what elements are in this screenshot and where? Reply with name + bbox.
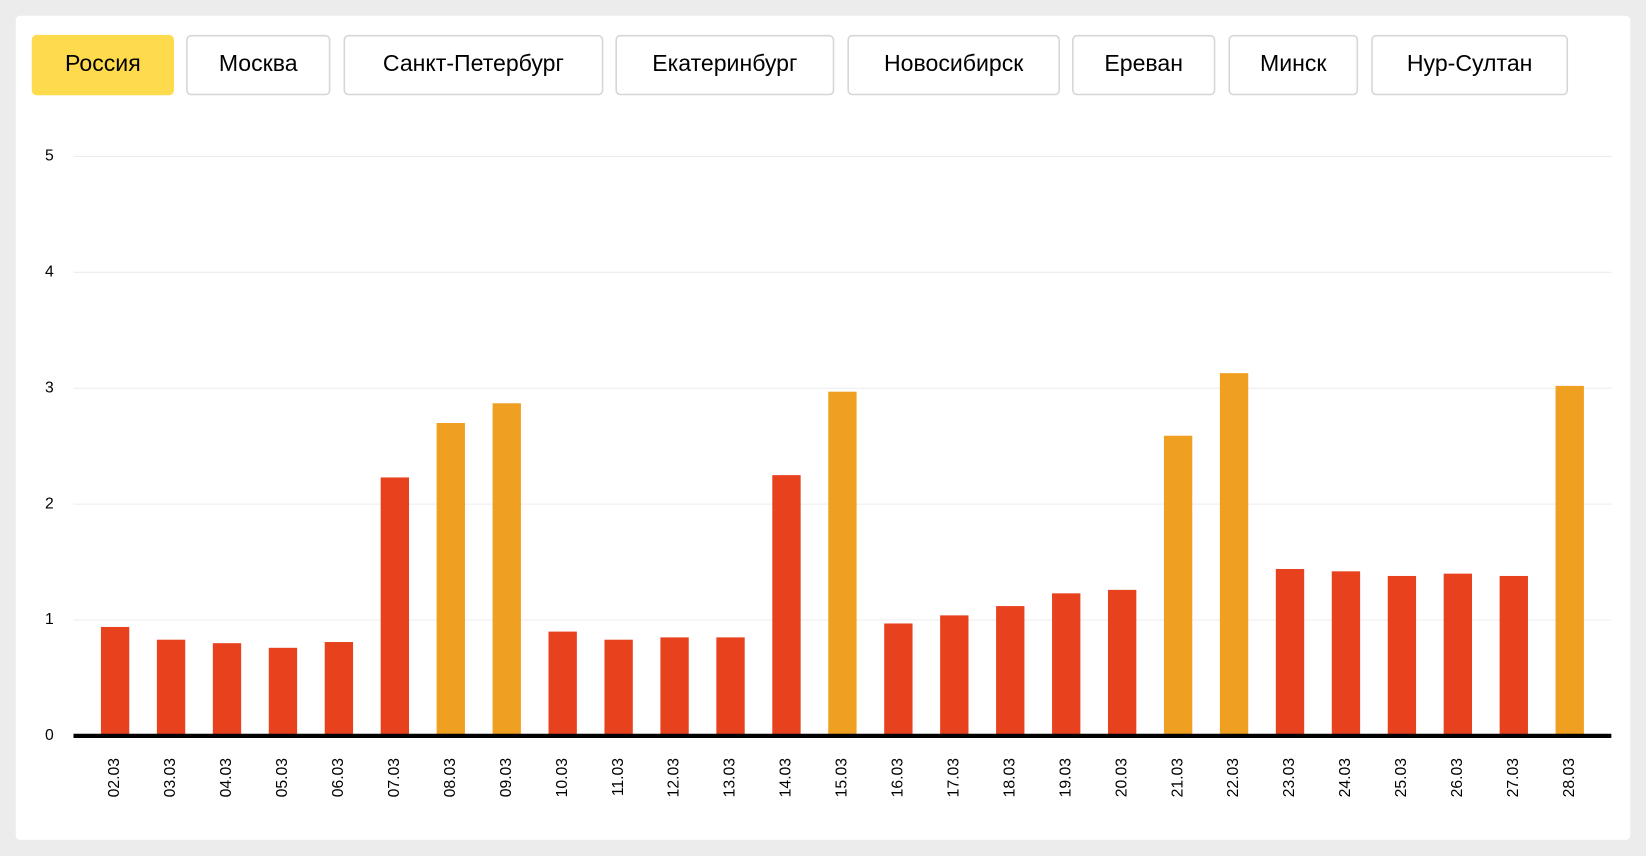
x-tick-label: 28.03	[1561, 758, 1578, 798]
bar	[268, 647, 298, 736]
y-tick-label: 4	[45, 263, 54, 280]
bar	[436, 422, 465, 736]
x-tick-label: 09.03	[498, 758, 515, 798]
tab[interactable]	[1371, 34, 1569, 96]
y-tick-label: 0	[45, 727, 54, 744]
tab-label[interactable]: Москва	[219, 50, 298, 76]
bar	[1107, 589, 1137, 736]
y-tick-label: 1	[45, 611, 54, 628]
x-tick-label: 14.03	[778, 758, 795, 798]
tab[interactable]	[615, 34, 835, 96]
bar	[716, 637, 745, 736]
bar	[156, 639, 186, 736]
bar	[492, 403, 521, 736]
bar	[604, 639, 633, 736]
x-tick-label: 26.03	[1449, 758, 1466, 798]
y-tick-label: 5	[45, 148, 54, 165]
tab-label[interactable]: Новосибирск	[884, 50, 1024, 76]
x-tick-label: 15.03	[834, 758, 851, 798]
bar	[380, 477, 410, 736]
tab[interactable]	[186, 34, 331, 96]
tab[interactable]	[31, 34, 174, 96]
x-tick-label: 21.03	[1169, 758, 1186, 798]
x-tick-label: 25.03	[1393, 758, 1410, 798]
x-tick-label: 13.03	[722, 758, 739, 798]
bar	[996, 606, 1025, 736]
x-tick-label: 27.03	[1505, 758, 1522, 798]
y-tick-label: 3	[45, 379, 54, 396]
bar	[1499, 575, 1528, 736]
bar	[940, 615, 969, 736]
x-tick-label: 04.03	[218, 758, 235, 798]
x-tick-label: 06.03	[330, 758, 347, 798]
tab[interactable]	[1228, 34, 1359, 96]
x-tick-label: 12.03	[666, 758, 683, 798]
x-tick-label: 22.03	[1225, 758, 1242, 798]
x-tick-label: 07.03	[386, 758, 403, 798]
x-tick-label: 16.03	[890, 758, 907, 798]
bar	[1331, 571, 1361, 736]
bar	[828, 391, 857, 736]
bar	[772, 475, 801, 736]
tab-label[interactable]: Россия	[65, 50, 141, 76]
tab-label[interactable]: Санкт-Петербург	[383, 50, 564, 76]
bar	[1163, 435, 1193, 736]
tab-label[interactable]: Минск	[1260, 50, 1327, 76]
x-tick-label: 03.03	[162, 758, 179, 798]
x-tick-label: 18.03	[1001, 758, 1018, 798]
tab[interactable]	[847, 34, 1060, 96]
bar	[1387, 575, 1417, 736]
tab-label[interactable]: Ереван	[1104, 50, 1183, 76]
bar	[1275, 569, 1305, 736]
x-tick-label: 11.03	[610, 758, 627, 796]
bar	[660, 637, 689, 736]
x-tick-label: 24.03	[1337, 758, 1354, 798]
x-tick-label: 20.03	[1113, 758, 1130, 798]
bar	[1555, 385, 1584, 736]
x-tick-label: 05.03	[274, 758, 291, 798]
bar	[548, 631, 577, 736]
x-tick-label: 23.03	[1281, 758, 1298, 798]
x-tick-label: 19.03	[1057, 758, 1074, 798]
bar	[1443, 573, 1473, 736]
tab[interactable]	[1072, 34, 1216, 96]
x-tick-label: 02.03	[106, 758, 123, 798]
tab-label[interactable]: Нур-Султан	[1407, 50, 1533, 76]
x-tick-label: 08.03	[442, 758, 459, 798]
tab[interactable]	[343, 34, 604, 96]
bar	[884, 623, 913, 736]
y-tick-label: 2	[45, 495, 54, 512]
bar	[324, 642, 354, 736]
bar	[1052, 593, 1081, 736]
x-tick-label: 17.03	[945, 758, 962, 798]
bar	[212, 643, 242, 736]
bar	[1219, 373, 1249, 736]
x-tick-label: 10.03	[554, 758, 571, 798]
tab-label[interactable]: Екатеринбург	[652, 50, 797, 76]
bar	[100, 626, 130, 736]
